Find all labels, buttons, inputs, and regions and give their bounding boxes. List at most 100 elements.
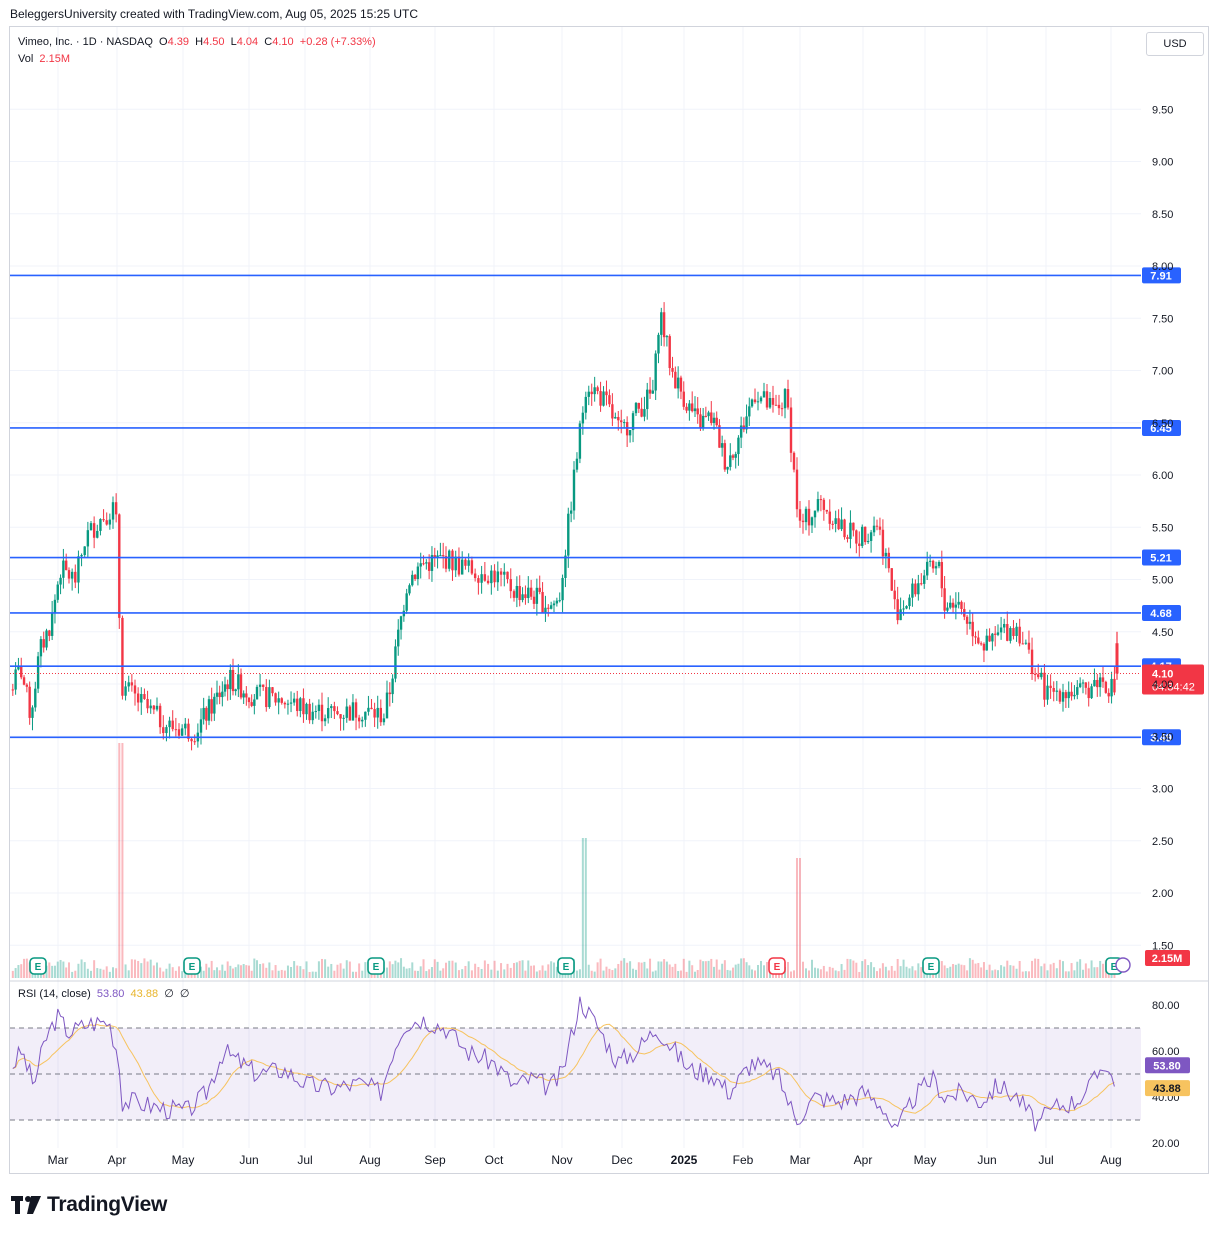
volume-bar bbox=[208, 967, 210, 978]
price-tick-label: 4.50 bbox=[1152, 627, 1173, 639]
volume-bar bbox=[911, 966, 914, 978]
candle-body bbox=[614, 416, 617, 419]
volume-bar bbox=[71, 971, 74, 978]
volume-bar bbox=[200, 966, 202, 978]
candle-body bbox=[1104, 681, 1108, 693]
volume-bar bbox=[414, 970, 417, 978]
candle-body bbox=[457, 556, 461, 575]
candle-body bbox=[14, 669, 17, 690]
candle-body bbox=[917, 583, 920, 595]
candle-body bbox=[422, 563, 425, 565]
volume-bar bbox=[887, 970, 890, 978]
candle-body bbox=[668, 336, 671, 369]
volume-bar bbox=[737, 963, 740, 978]
volume-bar bbox=[605, 966, 608, 978]
time-tick-label: May bbox=[914, 1153, 937, 1167]
candle-body bbox=[231, 669, 235, 692]
volume-bar bbox=[156, 962, 158, 978]
candle-body bbox=[946, 607, 949, 611]
candle-body bbox=[965, 616, 969, 624]
candle-body bbox=[388, 692, 392, 695]
candle-body bbox=[878, 526, 882, 530]
candle-body bbox=[822, 499, 826, 510]
candle-body bbox=[1033, 673, 1037, 675]
price-tick-label: 5.00 bbox=[1152, 575, 1173, 587]
candle-body bbox=[1073, 694, 1076, 697]
volume-bar bbox=[442, 968, 445, 978]
volume-bar bbox=[80, 959, 83, 978]
candle-body bbox=[20, 666, 23, 678]
currency-button[interactable]: USD bbox=[1146, 32, 1204, 56]
time-tick-label: Jul bbox=[297, 1153, 312, 1167]
volume-bar bbox=[734, 964, 737, 978]
volume-bar bbox=[952, 964, 955, 978]
volume-bar bbox=[17, 965, 20, 978]
rsi-legend: RSI (14, close) 53.80 43.88 ∅ ∅ bbox=[18, 987, 190, 1000]
candle-body bbox=[575, 458, 579, 470]
candle-body bbox=[783, 389, 787, 409]
candle-body bbox=[118, 514, 121, 618]
volume-bar bbox=[867, 965, 870, 978]
candle-body bbox=[737, 437, 740, 455]
volume-bar bbox=[394, 960, 397, 978]
candle-body bbox=[971, 621, 974, 637]
volume-label: Vol bbox=[18, 53, 34, 65]
volume-bar bbox=[917, 963, 920, 978]
candle-body bbox=[1078, 683, 1082, 688]
candle-body bbox=[261, 684, 265, 687]
tradingview-logo[interactable]: TradingView bbox=[11, 1192, 167, 1218]
volume-bar bbox=[538, 970, 541, 978]
volume-bar bbox=[355, 971, 358, 978]
volume-bar bbox=[533, 965, 535, 978]
time-tick-label: Feb bbox=[733, 1153, 754, 1167]
candle-body bbox=[753, 399, 757, 403]
candle-body bbox=[1098, 677, 1102, 688]
candle-body bbox=[74, 571, 77, 583]
candle-body bbox=[464, 559, 467, 566]
candle-body bbox=[786, 389, 790, 408]
candle-body bbox=[467, 560, 470, 566]
volume-bar bbox=[25, 958, 28, 978]
volume-bar bbox=[878, 968, 881, 978]
candle-body bbox=[460, 559, 464, 575]
candle-body bbox=[631, 413, 635, 431]
candle-body bbox=[1049, 685, 1052, 688]
candle-body bbox=[914, 583, 917, 595]
volume-bar bbox=[48, 962, 51, 978]
time-tick-label: Sep bbox=[424, 1153, 446, 1167]
volume-bar bbox=[757, 965, 759, 978]
candle-body bbox=[250, 702, 253, 706]
volume-bar bbox=[899, 966, 902, 978]
volume-bar bbox=[165, 968, 168, 978]
volume-bar bbox=[1055, 968, 1058, 978]
volume-bar bbox=[45, 965, 48, 978]
candle-body bbox=[305, 703, 308, 715]
volume-bar bbox=[143, 958, 146, 978]
candle-body bbox=[496, 571, 500, 583]
volume-bar bbox=[745, 962, 748, 978]
volume-bar bbox=[232, 968, 234, 978]
countdown-label: 04:34:42 bbox=[1152, 682, 1195, 694]
candle-body bbox=[816, 499, 820, 511]
volume-bar bbox=[324, 959, 327, 978]
volume-bar bbox=[575, 970, 578, 978]
candle-body bbox=[968, 621, 972, 624]
volume-bar bbox=[90, 970, 92, 978]
volume-bar bbox=[1073, 970, 1076, 978]
candle-body bbox=[229, 669, 232, 690]
price-tick-label: 8.00 bbox=[1152, 261, 1173, 273]
candle-body bbox=[425, 562, 428, 564]
candle-body bbox=[715, 417, 718, 426]
candle-body bbox=[373, 709, 376, 718]
candle-body bbox=[792, 452, 796, 470]
volume-bar bbox=[470, 970, 473, 978]
candle-body bbox=[503, 571, 506, 575]
volume-bar bbox=[544, 970, 547, 978]
candle-body bbox=[581, 412, 585, 424]
candle-body bbox=[960, 601, 963, 609]
candle-body bbox=[825, 509, 829, 512]
volume-bar bbox=[640, 962, 643, 978]
volume-bars bbox=[11, 743, 1116, 978]
candle-body bbox=[25, 684, 29, 687]
